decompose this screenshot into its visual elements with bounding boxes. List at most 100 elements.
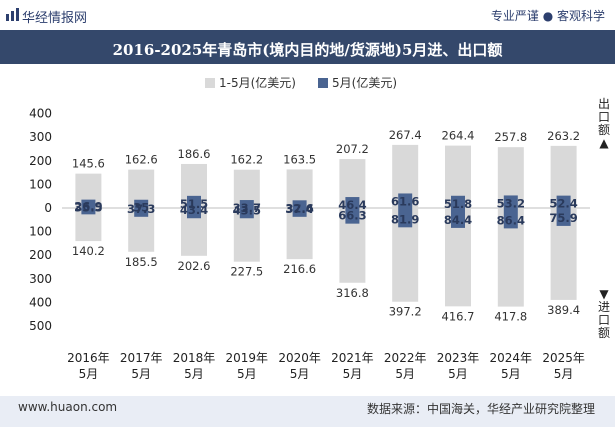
y-tick-label: 200 [29,248,52,262]
y-tick-label: 400 [29,295,52,309]
bar-monthly-export [134,199,149,208]
label-monthly-export: 52.4 [549,197,577,211]
bar-monthly-export [81,199,96,208]
y-tick-label: 400 [29,107,52,121]
y-tick-label: 300 [29,272,52,286]
label-cumulative-export: 207.2 [336,142,369,156]
y-axis: 400 300 200 100 0 100 200 300 400 500 [29,107,590,333]
bar-monthly-import [134,208,149,217]
bar-monthly-import [556,208,571,226]
label-monthly-export: 46.4 [338,198,366,212]
label-monthly-import: 84.4 [444,213,472,227]
top-bar: 华经情报网 专业严谨 ● 客观科学 [0,0,615,30]
label-cumulative-import: 416.7 [442,309,475,323]
y-tick-label: 100 [29,225,52,239]
label-cumulative-import: 389.4 [547,303,580,317]
bar-monthly-import [81,208,96,215]
x-tick-label: 2021年 5月 [331,351,374,381]
y-tick-label: 500 [29,319,52,333]
chart-title: 2016-2025年青岛市(境内目的地/货源地)5月进、出口额 [112,41,503,59]
legend-swatch [205,78,215,88]
label-monthly-import: 43.5 [233,203,261,217]
bar-monthly-export [503,195,518,208]
label-cumulative-export: 257.8 [494,130,527,144]
label-monthly-export: 61.6 [391,194,419,208]
bar-monthly-export [345,197,360,208]
label-monthly-export: 32.6 [285,201,313,215]
label-monthly-export: 33.7 [233,201,261,215]
export-axis-label: 出口额▲ [597,97,610,150]
bar-monthly-export [398,193,413,208]
label-monthly-export: 51.5 [180,197,208,211]
bar-monthly-export [292,200,307,208]
label-monthly-import: 75.9 [549,211,577,225]
brand-name: 华经情报网 [22,11,88,26]
label-monthly-import: 86.4 [497,213,525,227]
x-tick-label: 2023年 5月 [437,351,480,381]
x-tick-label: 2024年 5月 [490,351,533,381]
label-cumulative-import: 316.8 [336,286,369,300]
bar-monthly-import [398,208,413,228]
bars [75,144,577,307]
label-cumulative-import: 202.6 [178,259,211,273]
label-monthly-export: 35 [133,201,149,215]
label-monthly-import: 37.3 [127,202,155,216]
bar-monthly-import [345,208,360,224]
data-source: 数据来源：中国海关，华经产业研究院整理 [366,402,595,416]
label-cumulative-export: 163.5 [283,152,316,166]
label-monthly-import: 37.4 [285,202,313,216]
label-cumulative-export: 145.6 [72,157,105,171]
label-monthly-export: 51.8 [444,197,472,211]
label-monthly-import: 81.9 [391,212,419,226]
label-cumulative-import: 417.8 [494,310,527,324]
logo-icon [6,8,19,21]
bar-monthly-import [503,208,518,229]
label-cumulative-import: 216.6 [283,262,316,276]
bar-monthly-export [451,195,465,208]
label-cumulative-export: 162.2 [230,153,263,167]
label-cumulative-import: 140.2 [72,244,105,258]
label-cumulative-import: 397.2 [389,305,422,319]
bar-monthly-export [556,195,571,208]
bar-monthly-export [187,195,201,208]
y-tick-label: 300 [29,130,52,144]
bar-monthly-import [187,208,201,219]
bar-monthly-import [239,208,254,219]
tagline: 专业严谨 ● 客观科学 [490,9,605,23]
label-monthly-import: 66.3 [338,209,366,223]
y-tick-label: 0 [44,201,52,215]
label-cumulative-export: 162.6 [125,153,158,167]
bar-monthly-import [292,208,307,217]
website: www.huaon.com [18,400,118,414]
y-tick-label: 100 [29,177,52,191]
import-axis-label: ▼进口额 [597,287,610,340]
label-cumulative-import: 185.5 [125,255,158,269]
x-tick-label: 2019年 5月 [226,351,269,381]
bar-monthly-export [239,200,254,208]
x-tick-label: 2022年 5月 [384,351,427,381]
label-cumulative-export: 263.2 [547,129,580,143]
label-cumulative-export: 264.4 [442,129,475,143]
x-tick-label: 2018年 5月 [173,351,216,381]
bar-monthly-import [451,208,465,228]
x-tick-label: 2016年 5月 [67,351,110,381]
legend-label: 5月(亿美元) [332,75,397,90]
label-cumulative-export: 267.4 [389,128,422,142]
x-axis: 2016年 5月 2017年 5月 2018年 5月 2019年 5月 2020年 5月 2021年… [67,351,585,381]
x-tick-label: 2020年 5月 [278,351,321,381]
chart: 1-5月(亿美元) 5月(亿美元) 40030020010001002003004… [29,75,590,381]
label-monthly-export: 53.2 [497,196,525,210]
legend: 1-5月(亿美元) 5月(亿美元) [205,75,397,90]
x-tick-label: 2025年 5月 [542,351,585,381]
label-cumulative-export: 186.6 [178,147,211,161]
label-monthly-import: 26.9 [74,199,102,213]
legend-label: 1-5月(亿美元) [219,75,296,90]
y-tick-label: 200 [29,154,52,168]
legend-swatch [318,78,328,88]
x-tick-label: 2017年 5月 [120,351,163,381]
title-bar [0,30,615,64]
label-cumulative-import: 227.5 [230,265,263,279]
footer [0,396,615,427]
label-monthly-import: 43.4 [180,203,208,217]
